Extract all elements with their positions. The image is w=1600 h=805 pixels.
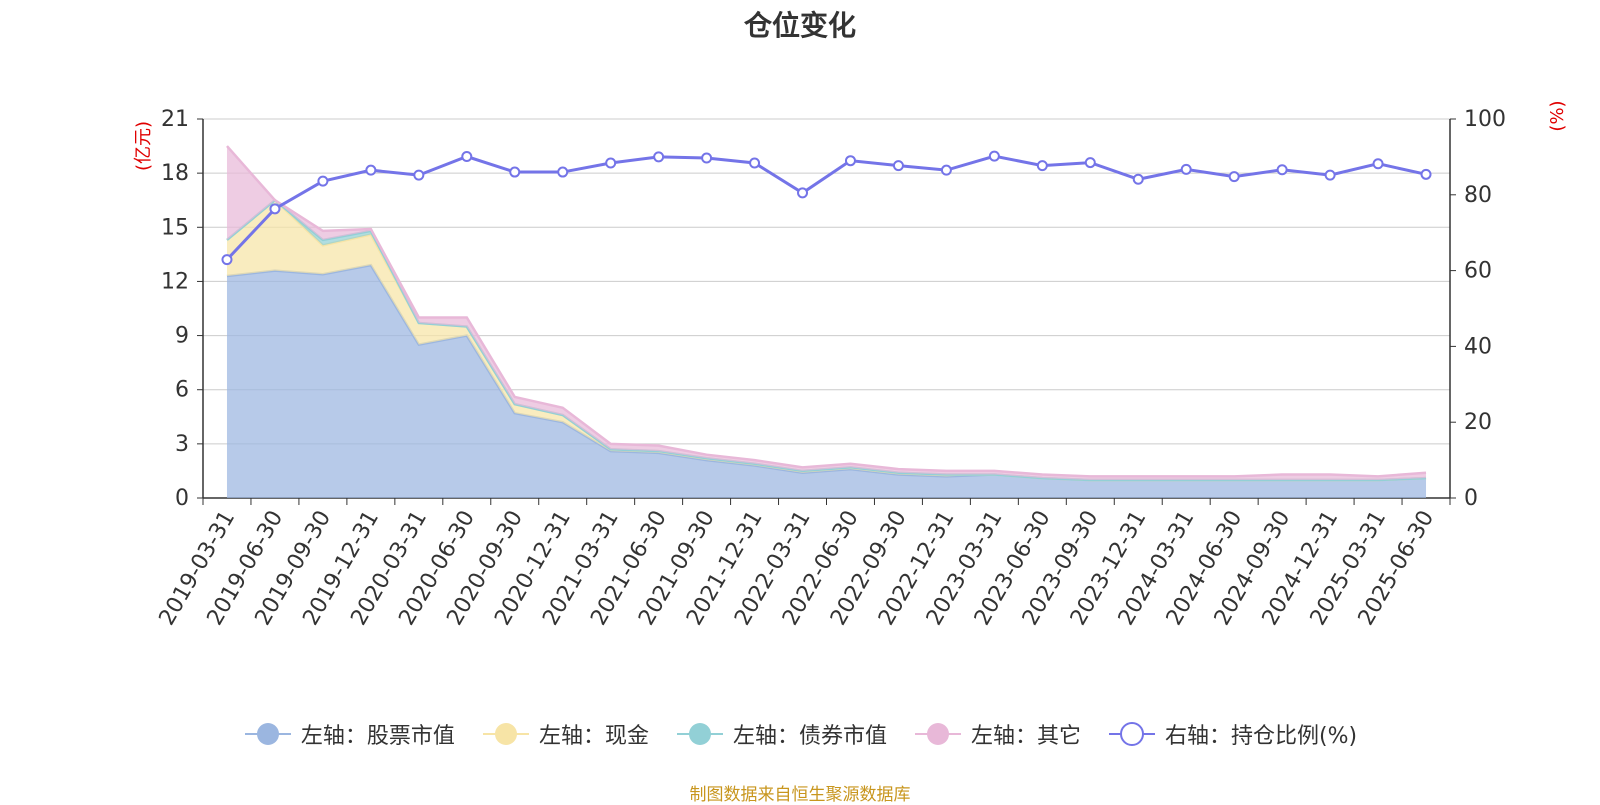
legend-item[interactable]: 左轴：其它 — [913, 718, 1081, 750]
y-left-tick-label: 21 — [161, 107, 189, 132]
ratio-point — [892, 160, 904, 172]
ratio-point — [1084, 157, 1096, 169]
ratio-line — [225, 154, 1427, 261]
ratio-point — [1420, 168, 1432, 180]
y-left-tick-label: 15 — [161, 215, 189, 240]
y-left-tick-label: 3 — [175, 432, 189, 457]
ratio-point — [1372, 158, 1384, 170]
ratio-point — [509, 166, 521, 178]
chart-title: 仓位变化 — [743, 9, 856, 42]
ratio-point — [1276, 164, 1288, 176]
y-left-tick-label: 18 — [161, 161, 189, 186]
y-right-tick-label: 20 — [1464, 410, 1492, 435]
area-0 — [226, 265, 1427, 498]
y-right-tick-label: 40 — [1464, 334, 1492, 359]
legend-item[interactable]: 左轴：股票市值 — [243, 718, 455, 750]
ratio-point — [1180, 163, 1192, 175]
legend-label: 右轴：持仓比例(%) — [1164, 724, 1358, 749]
ratio-point — [1324, 169, 1336, 181]
ratio-point — [940, 164, 952, 176]
ratio-point — [317, 175, 329, 187]
area-1 — [226, 200, 1427, 480]
legend-item[interactable]: 右轴：持仓比例(%) — [1107, 718, 1357, 750]
ratio-point — [797, 187, 809, 199]
legend: 左轴：股票市值 左轴：现金 左轴：债券市值 左轴：其它 右轴：持仓比例(%) — [0, 718, 1600, 750]
legend-circle-marker-icon — [676, 723, 723, 745]
legend-circle-marker-icon — [482, 723, 529, 745]
ratio-line-series — [221, 150, 1432, 266]
area-edge-3 — [226, 145, 1427, 478]
ratio-point — [701, 152, 713, 164]
ratio-point — [221, 254, 233, 266]
ratio-point — [605, 157, 617, 169]
area-series — [226, 145, 1427, 498]
ratio-point — [365, 164, 377, 176]
ratio-point — [1228, 171, 1240, 183]
y-left-tick-label: 9 — [175, 324, 189, 349]
legend-circle-marker-icon — [914, 723, 961, 745]
y-right-tick-label: 60 — [1464, 259, 1492, 284]
ratio-point — [461, 151, 473, 163]
legend-ring-marker-icon — [1108, 722, 1155, 746]
y-right-tick-label: 0 — [1464, 486, 1478, 511]
legend-item[interactable]: 左轴：现金 — [481, 718, 649, 750]
ratio-point — [1036, 160, 1048, 172]
source-note: 制图数据来自恒生聚源数据库 — [689, 785, 911, 805]
ratio-point — [557, 166, 569, 178]
legend-circle-marker-icon — [244, 723, 291, 745]
ratio-point — [749, 157, 761, 169]
ratio-point — [1132, 173, 1144, 185]
ratio-point — [269, 203, 281, 215]
legend-label: 左轴：股票市值 — [300, 724, 455, 749]
ratio-point — [988, 150, 1000, 162]
y-left-tick-label: 12 — [161, 269, 189, 294]
y-right-tick-label: 80 — [1464, 183, 1492, 208]
legend-label: 左轴：现金 — [538, 724, 649, 749]
legend-label: 左轴：债券市值 — [732, 724, 887, 749]
ratio-point — [653, 151, 665, 163]
y-left-tick-label: 0 — [175, 486, 189, 511]
y-right-tick-label: 100 — [1464, 107, 1506, 132]
y-left-tick-label: 6 — [175, 378, 189, 403]
ratio-point — [844, 155, 856, 167]
legend-label: 左轴：其它 — [970, 724, 1081, 749]
y-left-axis-title: (亿元) — [133, 121, 154, 171]
y-right-axis-title: (%) — [1547, 100, 1568, 131]
legend-item[interactable]: 左轴：债券市值 — [675, 718, 887, 750]
ratio-point — [413, 169, 425, 181]
